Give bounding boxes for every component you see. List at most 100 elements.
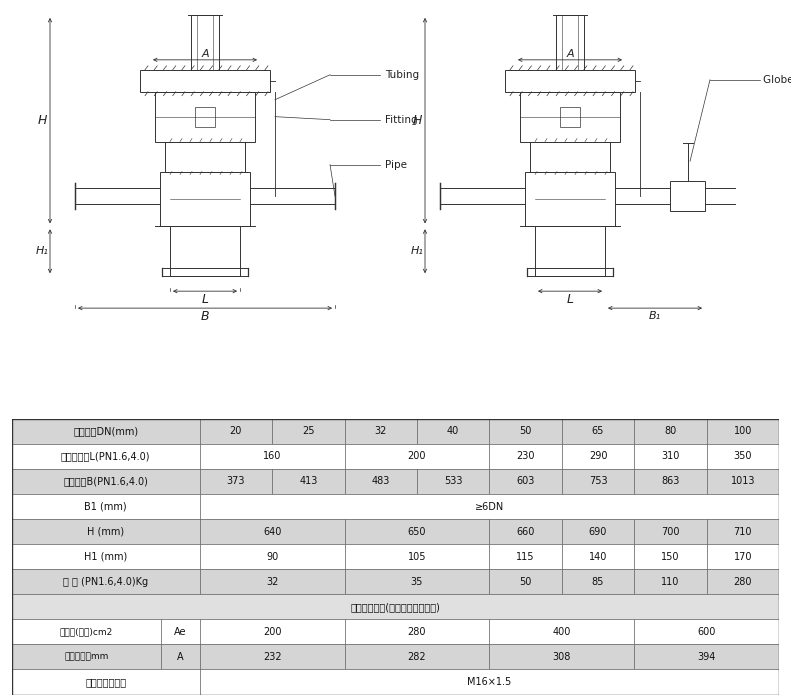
Text: 1013: 1013 <box>731 477 755 487</box>
Bar <box>535 226 605 276</box>
Text: 863: 863 <box>661 477 679 487</box>
Bar <box>560 107 580 126</box>
Bar <box>12 644 161 669</box>
Text: 140: 140 <box>589 551 607 562</box>
Bar <box>490 444 562 469</box>
Text: 290: 290 <box>589 452 607 461</box>
Bar <box>562 444 634 469</box>
Text: 280: 280 <box>734 577 752 587</box>
Text: 394: 394 <box>698 652 716 662</box>
Text: 40: 40 <box>447 426 460 436</box>
Text: L: L <box>566 292 573 306</box>
Text: 薄膜式(面积)cm2: 薄膜式(面积)cm2 <box>60 628 113 637</box>
Bar <box>345 469 417 494</box>
Text: 100: 100 <box>734 426 752 436</box>
Bar <box>199 669 779 695</box>
Bar <box>160 172 250 226</box>
Bar <box>12 494 199 519</box>
Bar <box>199 544 345 569</box>
Bar <box>199 494 779 519</box>
Text: 50: 50 <box>520 577 532 587</box>
Text: 90: 90 <box>266 551 278 562</box>
Text: 310: 310 <box>661 452 679 461</box>
Text: 25: 25 <box>302 426 315 436</box>
Text: Ae: Ae <box>174 627 187 637</box>
Text: H (mm): H (mm) <box>87 526 124 537</box>
Text: 85: 85 <box>592 577 604 587</box>
Bar <box>12 469 199 494</box>
Bar <box>634 569 706 594</box>
Bar <box>417 469 490 494</box>
Bar <box>634 619 779 644</box>
Text: 700: 700 <box>661 526 679 537</box>
Bar <box>345 544 490 569</box>
Text: 232: 232 <box>263 652 282 662</box>
Text: 150: 150 <box>661 551 679 562</box>
Bar <box>199 619 345 644</box>
Text: 50: 50 <box>520 426 532 436</box>
Text: H1 (mm): H1 (mm) <box>84 551 127 562</box>
Text: 160: 160 <box>263 452 282 461</box>
Bar <box>706 544 779 569</box>
Text: 413: 413 <box>299 477 317 487</box>
Text: 710: 710 <box>734 526 752 537</box>
Bar <box>12 619 161 644</box>
Bar <box>562 544 634 569</box>
Text: 装接管尼B(PN1.6,4.0): 装接管尼B(PN1.6,4.0) <box>63 477 148 487</box>
Text: 65: 65 <box>592 426 604 436</box>
Text: 533: 533 <box>444 477 463 487</box>
Bar <box>634 519 706 544</box>
Bar <box>490 469 562 494</box>
Text: 600: 600 <box>698 627 716 637</box>
Bar <box>12 419 199 444</box>
Text: H₁: H₁ <box>411 246 423 256</box>
Bar <box>272 419 345 444</box>
Text: 350: 350 <box>734 452 752 461</box>
Bar <box>562 519 634 544</box>
Bar <box>199 444 345 469</box>
Text: 170: 170 <box>734 551 752 562</box>
Text: H: H <box>412 114 422 127</box>
Text: Tubing: Tubing <box>385 70 419 80</box>
Bar <box>345 519 490 544</box>
Text: 308: 308 <box>553 652 571 662</box>
Text: 200: 200 <box>407 452 426 461</box>
Bar <box>525 172 615 226</box>
Bar <box>195 107 215 126</box>
Bar <box>140 70 270 91</box>
Text: 公称通径DN(mm): 公称通径DN(mm) <box>74 426 138 436</box>
Bar <box>345 444 490 469</box>
Bar <box>12 444 199 469</box>
Text: Pipe: Pipe <box>385 160 407 170</box>
Bar <box>634 469 706 494</box>
Bar <box>12 594 779 619</box>
Text: 导压管接头蜗纹: 导压管接头蜗纹 <box>85 677 127 687</box>
Text: 执行机构尼寸(按压力设定值选取): 执行机构尼寸(按压力设定值选取) <box>350 602 441 611</box>
Text: 法兰端面距L(PN1.6,4.0): 法兰端面距L(PN1.6,4.0) <box>61 452 150 461</box>
Text: B: B <box>201 310 210 322</box>
Bar <box>417 419 490 444</box>
Text: 32: 32 <box>266 577 278 587</box>
Bar <box>272 469 345 494</box>
Text: H₁: H₁ <box>36 246 48 256</box>
Text: A: A <box>566 49 573 59</box>
Bar <box>634 544 706 569</box>
Bar <box>199 419 272 444</box>
Bar <box>191 15 219 70</box>
Bar <box>12 519 199 544</box>
Bar <box>490 544 562 569</box>
Bar <box>556 15 584 70</box>
Text: L: L <box>202 292 209 306</box>
Text: B₁: B₁ <box>649 311 661 321</box>
Bar <box>634 444 706 469</box>
Bar <box>12 569 199 594</box>
Bar <box>161 619 199 644</box>
Bar <box>199 569 345 594</box>
Bar <box>12 544 199 569</box>
Bar <box>562 469 634 494</box>
Text: 230: 230 <box>517 452 535 461</box>
Bar <box>706 519 779 544</box>
Text: B1 (mm): B1 (mm) <box>85 502 127 512</box>
Bar <box>530 142 610 172</box>
Text: 282: 282 <box>407 652 426 662</box>
